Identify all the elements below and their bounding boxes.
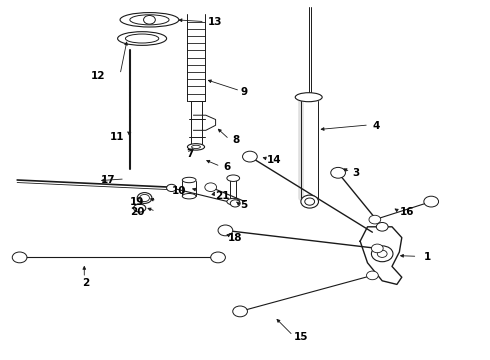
Ellipse shape: [182, 194, 196, 199]
Ellipse shape: [130, 15, 169, 25]
Text: 11: 11: [110, 132, 125, 142]
Circle shape: [233, 306, 247, 317]
Circle shape: [305, 198, 315, 205]
Text: 18: 18: [228, 233, 243, 243]
Circle shape: [371, 246, 393, 262]
Text: 14: 14: [267, 155, 282, 165]
Ellipse shape: [133, 204, 146, 212]
Text: 4: 4: [372, 121, 380, 131]
Ellipse shape: [295, 93, 322, 102]
Ellipse shape: [192, 145, 200, 149]
Circle shape: [301, 195, 318, 208]
Text: 9: 9: [240, 87, 247, 97]
Text: 16: 16: [399, 207, 414, 217]
Text: 2: 2: [82, 278, 89, 288]
Circle shape: [367, 271, 378, 280]
Circle shape: [12, 252, 27, 263]
Circle shape: [140, 194, 149, 202]
Ellipse shape: [125, 34, 159, 43]
Text: 8: 8: [233, 135, 240, 145]
Ellipse shape: [182, 177, 196, 183]
Circle shape: [243, 151, 257, 162]
Circle shape: [376, 222, 388, 231]
Circle shape: [377, 250, 387, 257]
Text: 15: 15: [294, 332, 309, 342]
Circle shape: [424, 196, 439, 207]
Text: 13: 13: [208, 17, 223, 27]
Ellipse shape: [137, 193, 152, 203]
Text: 12: 12: [91, 71, 105, 81]
Circle shape: [331, 167, 345, 178]
Circle shape: [371, 244, 383, 253]
Circle shape: [205, 183, 217, 192]
Text: 21: 21: [216, 191, 230, 201]
Ellipse shape: [227, 198, 240, 205]
Text: 1: 1: [424, 252, 431, 262]
Text: 3: 3: [353, 168, 360, 178]
Text: 20: 20: [130, 207, 145, 217]
Ellipse shape: [227, 175, 240, 181]
Circle shape: [144, 15, 155, 24]
Text: 7: 7: [186, 149, 194, 159]
Text: 6: 6: [223, 162, 230, 172]
Circle shape: [167, 184, 176, 192]
Text: 10: 10: [172, 186, 186, 196]
Text: 17: 17: [100, 175, 115, 185]
Circle shape: [369, 215, 381, 224]
Text: 19: 19: [130, 197, 144, 207]
Circle shape: [211, 252, 225, 263]
Ellipse shape: [118, 32, 167, 45]
Circle shape: [230, 200, 240, 207]
Ellipse shape: [120, 13, 179, 27]
Circle shape: [218, 225, 233, 236]
Ellipse shape: [188, 144, 205, 150]
Text: 5: 5: [240, 200, 247, 210]
